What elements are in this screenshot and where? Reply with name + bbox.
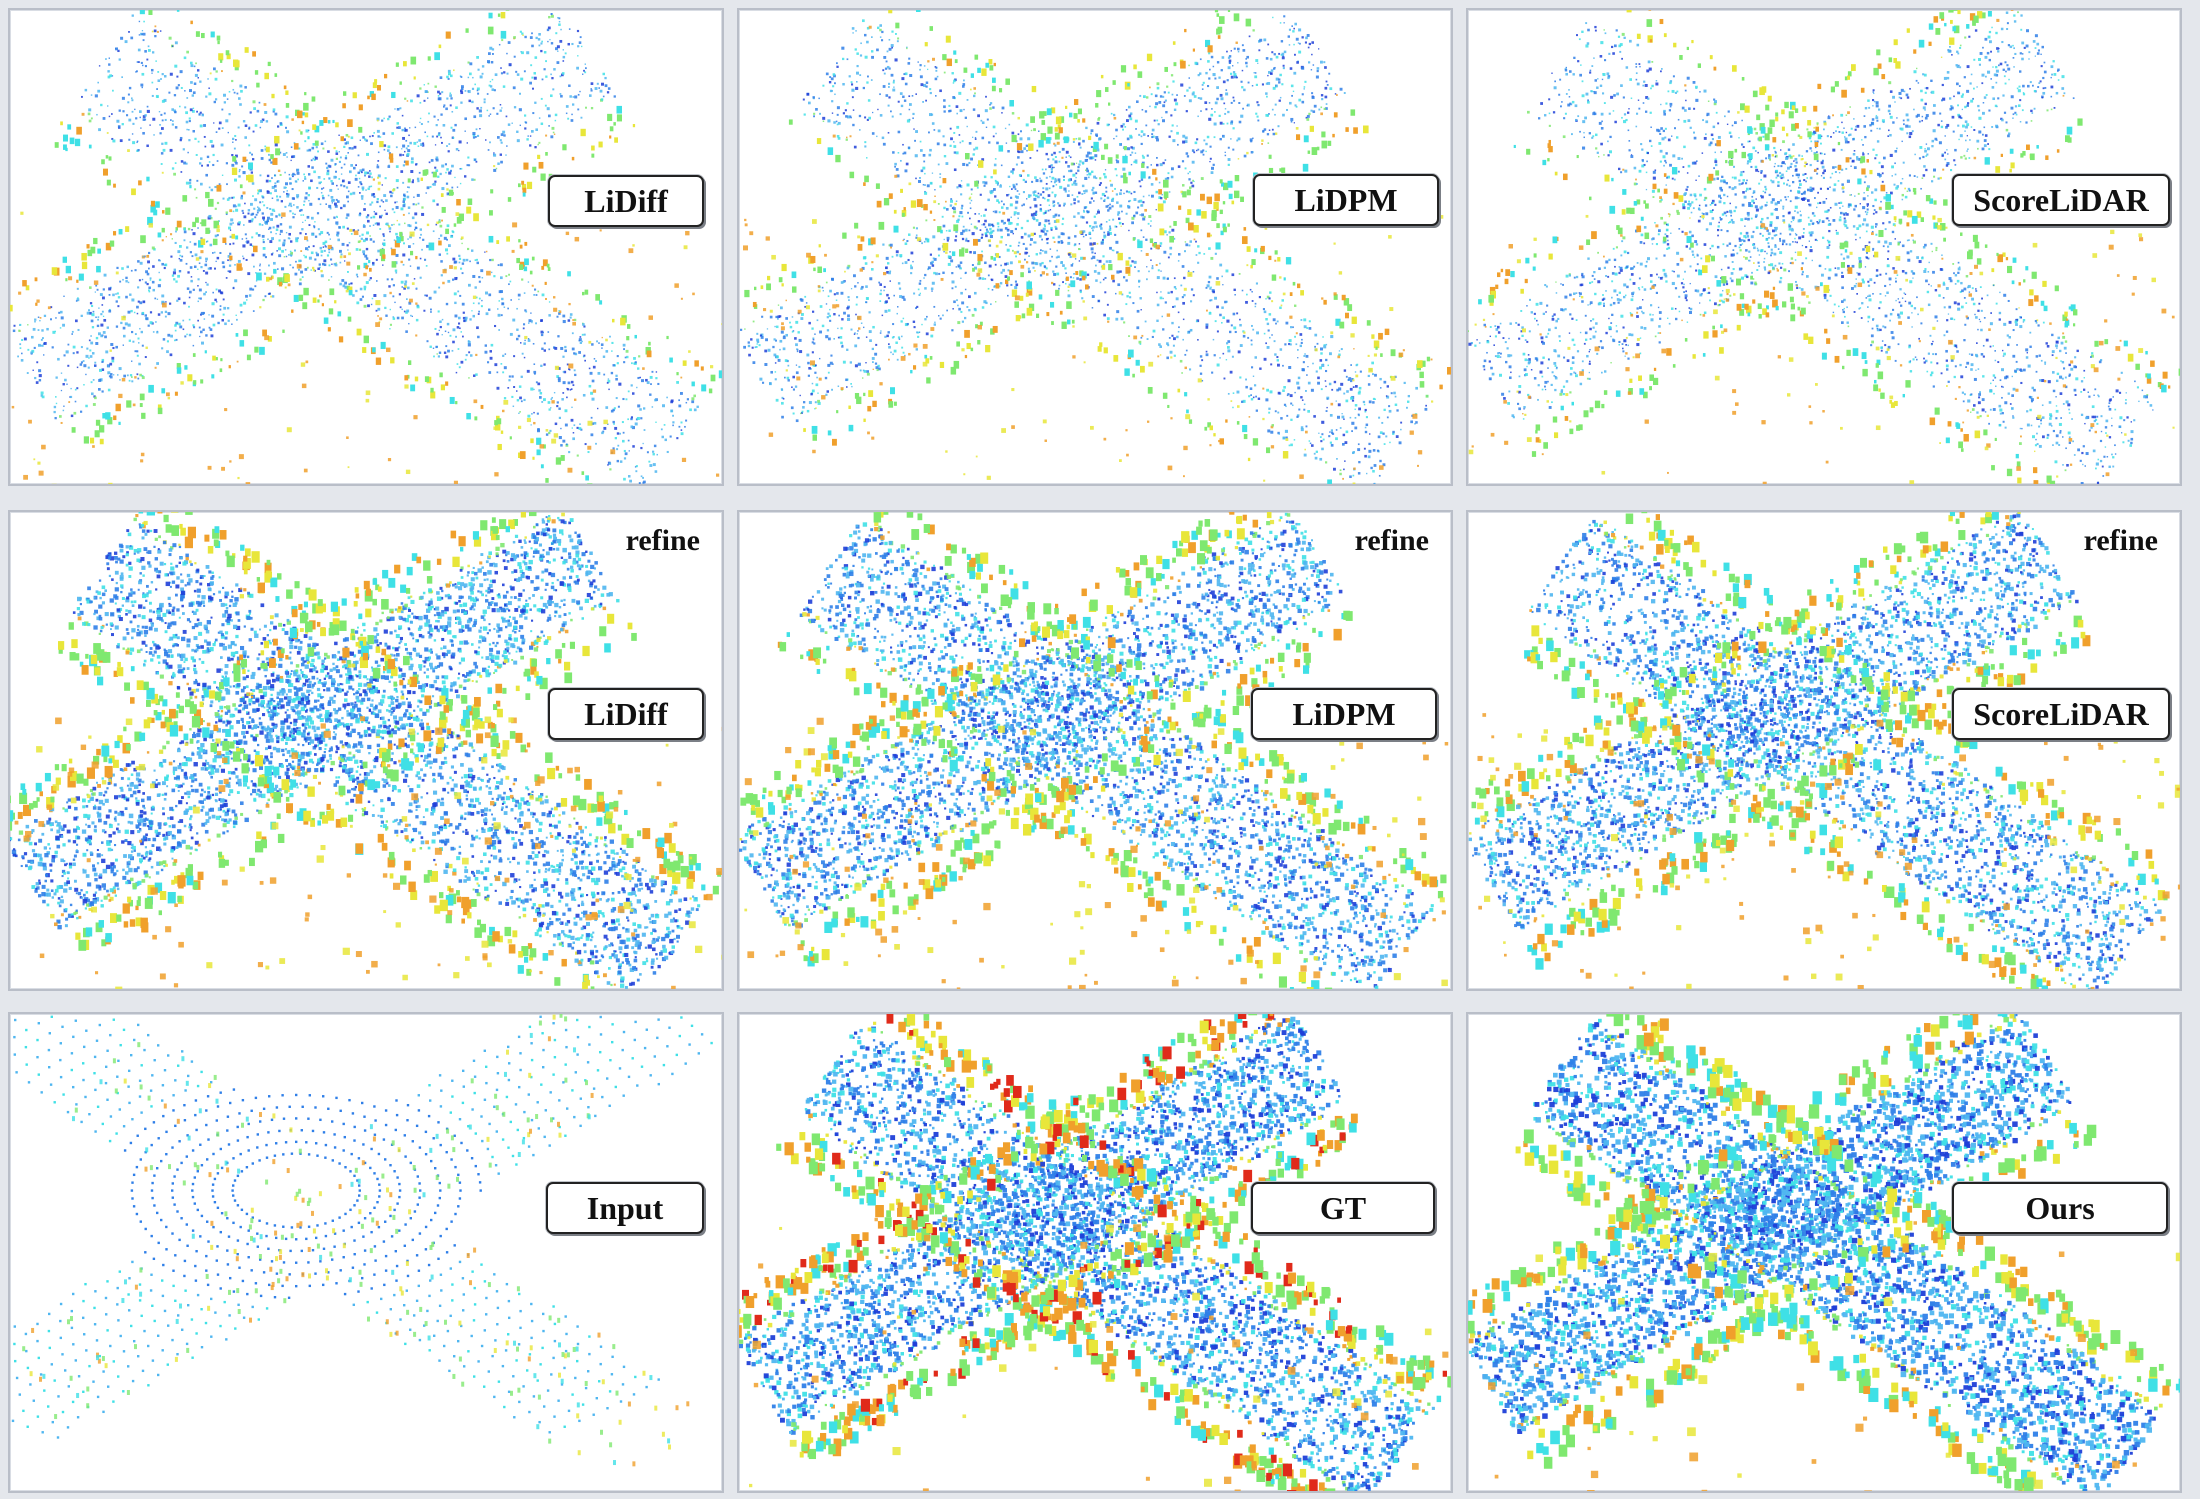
method-label: GT [1251, 1182, 1435, 1234]
method-label: LiDPM [1251, 688, 1437, 740]
point-cloud-image [739, 512, 1449, 989]
method-label: LiDiff [548, 688, 704, 740]
method-label: LiDPM [1253, 174, 1439, 226]
point-cloud-image [1468, 1014, 2180, 1491]
panel-row1-col2: LiDPM [737, 8, 1453, 486]
panel-row2-col1: refine LiDiff [8, 510, 724, 991]
point-cloud-image [11, 1014, 713, 1467]
refine-tag: refine [626, 524, 700, 558]
method-label: ScoreLiDAR [1952, 688, 2170, 740]
panel-row3-col3: Ours [1466, 1012, 2182, 1493]
refine-tag: refine [1355, 524, 1429, 558]
panel-row3-col2: GT [737, 1012, 1453, 1493]
point-cloud-image [1468, 512, 2180, 989]
point-cloud-image [1468, 10, 2180, 484]
panel-row1-col1: LiDiff [8, 8, 724, 486]
point-cloud-image [739, 1014, 1451, 1491]
panel-row1-col3: ScoreLiDAR [1466, 8, 2182, 486]
point-cloud-image [740, 10, 1451, 484]
refine-tag: refine [2084, 524, 2158, 558]
point-cloud-image [10, 512, 722, 989]
point-cloud-image [10, 10, 722, 484]
panel-row2-col3: refine ScoreLiDAR [1466, 510, 2182, 991]
method-label: ScoreLiDAR [1952, 174, 2170, 226]
method-label: LiDiff [548, 175, 704, 227]
panel-row2-col2: refine LiDPM [737, 510, 1453, 991]
method-label: Input [546, 1182, 704, 1234]
method-label: Ours [1952, 1182, 2168, 1234]
panel-row3-col1: Input [8, 1012, 724, 1493]
